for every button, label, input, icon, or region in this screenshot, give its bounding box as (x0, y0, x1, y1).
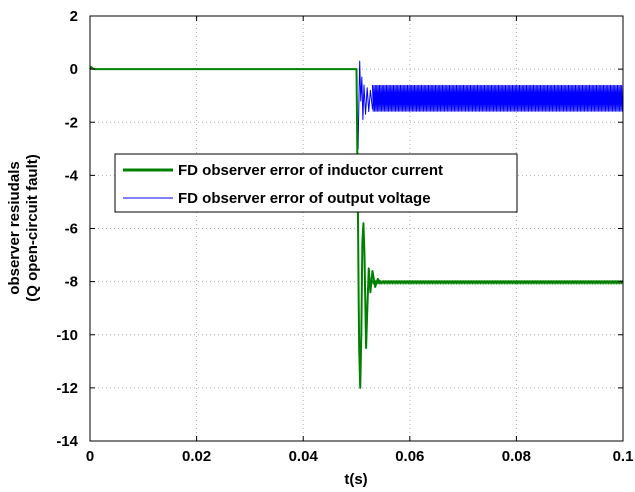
x-tick-label: 0.02 (182, 448, 211, 465)
legend-label-output-voltage: FD observer error of output voltage (178, 190, 431, 207)
y-axis-label: observer resiudals (Q open-circuit fault… (6, 154, 41, 302)
y-tick-label: 2 (70, 8, 78, 25)
y-tick-label: -8 (65, 274, 78, 291)
x-tick-label: 0.08 (502, 448, 531, 465)
x-tick-labels: 0 0.02 0.04 0.06 0.08 0.1 (86, 448, 634, 465)
x-tick-label: 0 (86, 448, 94, 465)
y-axis-label-line-1: observer resiudals (6, 161, 23, 294)
y-tick-label: -2 (65, 114, 78, 131)
series-layer (89, 60, 624, 389)
legend-label-inductor-current: FD observer error of inductor current (178, 162, 443, 179)
y-tick-label: -12 (56, 380, 78, 397)
y-tick-label: -4 (65, 167, 79, 184)
x-tick-label: 0.1 (613, 448, 634, 465)
x-tick-label: 0.06 (395, 448, 424, 465)
y-tick-label: -10 (56, 327, 78, 344)
legend-box (114, 153, 518, 213)
x-axis-label: t(s) (344, 471, 367, 488)
tick-marks (89, 15, 624, 442)
y-axis-label-line-2: (Q open-circuit fault) (24, 154, 41, 302)
y-tick-labels: 2 0 -2 -4 -6 -8 -10 -12 -14 (56, 8, 78, 450)
series-line-inductor-current (89, 66, 623, 389)
x-tick-label: 0.04 (289, 448, 319, 465)
y-tick-label: -6 (65, 221, 78, 238)
legend: FD observer error of inductor current FD… (114, 153, 518, 213)
series-band-output-voltage (371, 85, 623, 112)
y-tick-label: -14 (56, 433, 78, 450)
y-tick-label: 0 (70, 61, 78, 78)
series-inductor-current (89, 66, 624, 389)
